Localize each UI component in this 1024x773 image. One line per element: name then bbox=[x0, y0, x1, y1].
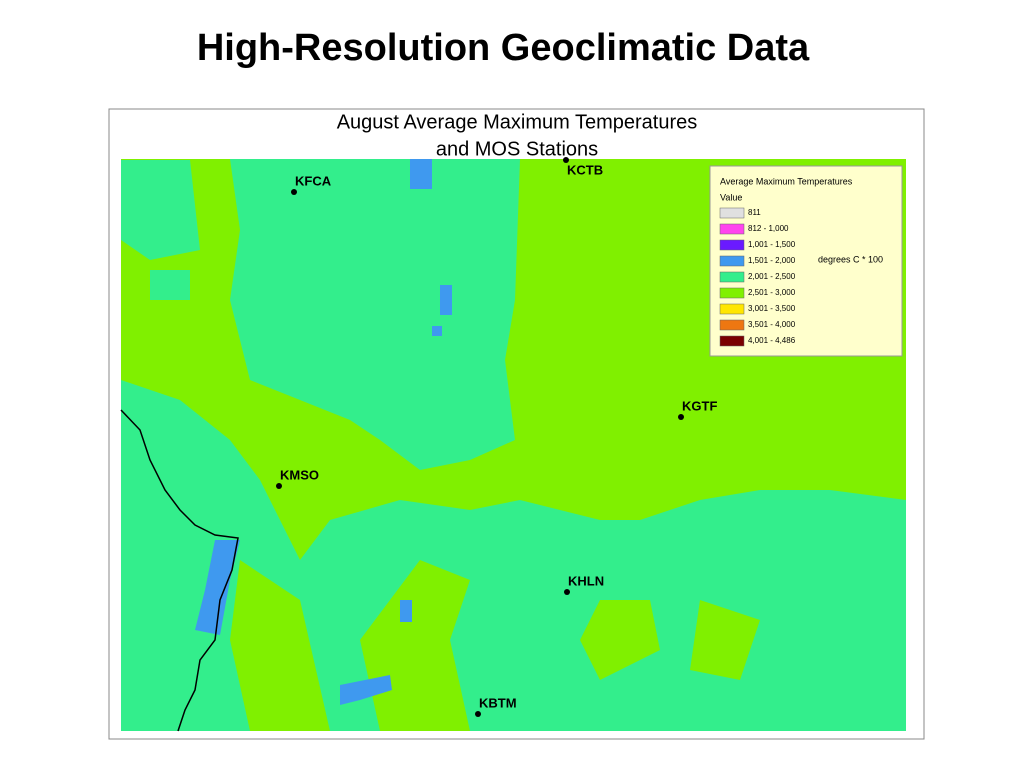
legend-label: 1,501 - 2,000 bbox=[748, 256, 796, 265]
legend-swatch bbox=[719, 335, 745, 347]
map-title: August Average Maximum Temperatures bbox=[337, 111, 698, 133]
station-dot bbox=[475, 711, 481, 717]
map-title: and MOS Stations bbox=[436, 138, 598, 160]
legend-swatch bbox=[719, 319, 745, 331]
station-dot bbox=[563, 157, 569, 163]
legend-title: Average Maximum Temperatures bbox=[720, 176, 853, 186]
station-dot bbox=[678, 414, 684, 420]
legend-swatch bbox=[719, 303, 745, 315]
station-label: KGTF bbox=[682, 398, 717, 413]
legend-swatch bbox=[719, 287, 745, 299]
slide-title: High-Resolution Geoclimatic Data bbox=[197, 27, 810, 69]
legend-items: 811 812 - 1,000 1,001 - 1,500 1,501 - 2,000… bbox=[719, 207, 796, 347]
station-label: KMSO bbox=[280, 467, 319, 482]
legend-label: 4,001 - 4,486 bbox=[748, 336, 796, 345]
legend-swatch bbox=[719, 239, 745, 251]
legend-label: 3,501 - 4,000 bbox=[748, 320, 796, 329]
station-label: KHLN bbox=[568, 573, 604, 588]
station-label: KCTB bbox=[567, 162, 603, 177]
station-dot bbox=[291, 189, 297, 195]
legend-unit: degrees C * 100 bbox=[818, 254, 883, 264]
legend-label: 1,001 - 1,500 bbox=[748, 240, 796, 249]
station-label: KFCA bbox=[295, 173, 332, 188]
station-dot bbox=[564, 589, 570, 595]
legend-swatch bbox=[719, 255, 745, 267]
legend-label: 811 bbox=[748, 208, 761, 217]
legend-label: 3,001 - 3,500 bbox=[748, 304, 796, 313]
station-label: KBTM bbox=[479, 695, 517, 710]
stations: KFCA KCTB KGTF KMSO KHLN KBTM bbox=[276, 157, 717, 717]
legend-label: 812 - 1,000 bbox=[748, 224, 789, 233]
legend-label: 2,001 - 2,500 bbox=[748, 272, 796, 281]
legend-swatch bbox=[719, 207, 745, 219]
legend-swatch bbox=[719, 271, 745, 283]
legend-subtitle: Value bbox=[720, 192, 742, 202]
legend-swatch bbox=[719, 223, 745, 235]
legend-label: 2,501 - 3,000 bbox=[748, 288, 796, 297]
station-dot bbox=[276, 483, 282, 489]
